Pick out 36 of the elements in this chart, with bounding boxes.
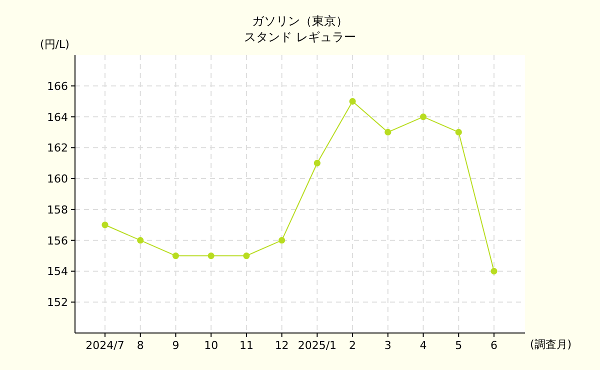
chart-subtitle: スタンド レギュラー: [244, 30, 356, 44]
point: [349, 98, 356, 105]
point: [278, 237, 286, 244]
y-tick-label: 160: [47, 172, 68, 186]
point: [420, 113, 427, 120]
point: [314, 160, 320, 166]
x-tick-label: 10: [204, 339, 218, 352]
x-tick-label: 6: [490, 339, 498, 352]
x-tick-label: 4: [420, 339, 427, 352]
x-axis-title: (調査月): [530, 338, 572, 351]
x-tick-label: 9: [172, 339, 180, 352]
y-tick-label: 158: [47, 203, 68, 216]
point: [208, 252, 214, 260]
y-tick-label: 152: [47, 296, 68, 310]
y-axis-title: (円/L): [40, 38, 70, 51]
x-tick-label: 2024/7: [86, 339, 124, 352]
x-tick-label: 3: [384, 339, 392, 352]
y-tick-label: 156: [47, 234, 68, 248]
x-tick-label: 2025/1: [298, 339, 337, 352]
y-tick-label: 164: [47, 110, 68, 124]
y-tick-label: 154: [47, 265, 68, 278]
chart-title: ガソリン（東京）: [252, 14, 348, 28]
point: [384, 128, 392, 136]
point: [172, 252, 180, 260]
y-tick-label: 166: [47, 80, 68, 93]
point: [455, 128, 462, 136]
x-tick-label: 8: [136, 339, 144, 352]
x-tick-label: 12: [274, 339, 289, 352]
point: [490, 268, 498, 275]
x-tick-label: 2: [349, 339, 356, 352]
point: [102, 222, 108, 228]
point: [137, 237, 144, 244]
point: [243, 252, 250, 260]
x-tick-label: 11: [239, 339, 254, 352]
x-tick-label: 5: [455, 339, 462, 352]
y-tick-label: 162: [47, 142, 68, 155]
